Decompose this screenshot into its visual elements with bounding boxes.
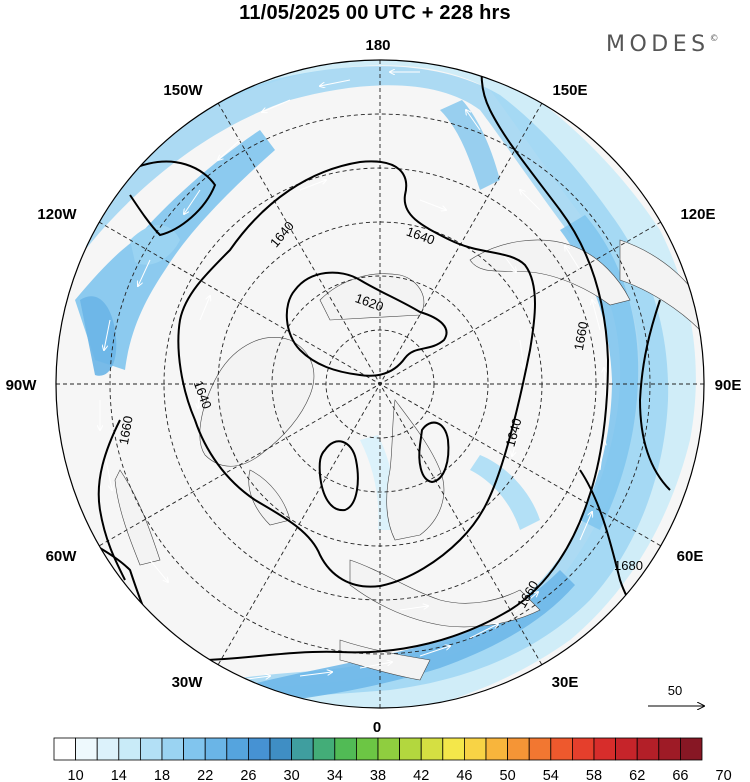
colorbar-swatch xyxy=(161,737,185,761)
colorbar-swatch xyxy=(420,737,444,761)
lon-label-30e: 30E xyxy=(552,674,579,691)
colorbar-swatch xyxy=(572,737,595,761)
coastlines xyxy=(114,239,701,681)
colorbar-swatch xyxy=(680,737,703,761)
colorbar-swatch xyxy=(118,737,141,761)
longitude-labels: 180 150E 120E 90E 60E 30E 0 30W 60W 90W … xyxy=(6,37,742,736)
colorbar-tick-label: 54 xyxy=(543,768,559,782)
colorbar-tick-label: 58 xyxy=(586,768,602,782)
map-title: 11/05/2025 00 UTC + 228 hrs xyxy=(239,2,511,24)
colorbar-swatch xyxy=(507,737,530,761)
colorbar-swatch xyxy=(550,737,573,761)
lon-label-150w: 150W xyxy=(163,82,203,99)
colorbar-swatch xyxy=(399,737,422,761)
colorbar: 10 14 18 22 26 30 34 38 42 46 50 54 58 62 66 70 xyxy=(53,737,732,782)
contour-label: 1680 xyxy=(614,558,643,573)
colorbar-tick-label: 50 xyxy=(500,768,516,782)
brand-logo: MODES© xyxy=(606,32,719,57)
graticule xyxy=(56,60,704,708)
colorbar-tick-label: 70 xyxy=(716,768,732,782)
colorbar-swatch xyxy=(377,737,401,761)
colorbar-swatch xyxy=(247,737,271,761)
copyright-mark: © xyxy=(709,34,719,44)
map-border xyxy=(55,59,705,709)
colorbar-swatch xyxy=(593,737,617,761)
contour-label: 1660 xyxy=(116,415,136,446)
colorbar-swatch xyxy=(53,737,77,761)
colorbar-swatch xyxy=(204,737,228,761)
colorbar-swatch xyxy=(139,737,163,761)
colorbar-tick-label: 30 xyxy=(284,768,300,782)
colorbar-swatch xyxy=(291,737,314,761)
reference-vector-label: 50 xyxy=(668,683,682,698)
colorbar-tick-label: 22 xyxy=(197,768,213,782)
contour-label: 1640 xyxy=(503,417,525,449)
colorbar-swatch xyxy=(485,737,509,761)
lon-label-90e: 90E xyxy=(715,377,742,394)
colorbar-swatch xyxy=(355,737,379,761)
colorbar-tick-label: 26 xyxy=(240,768,256,782)
colorbar-tick-label: 66 xyxy=(672,768,688,782)
wind-vectors xyxy=(100,72,606,681)
colorbar-swatch xyxy=(442,737,465,761)
lon-label-120e: 120E xyxy=(680,206,715,223)
lon-label-60w: 60W xyxy=(46,548,78,565)
colorbar-swatch xyxy=(226,737,249,761)
colorbar-tick-label: 46 xyxy=(456,768,472,782)
colorbar-tick-label: 18 xyxy=(154,768,170,782)
lon-label-0: 0 xyxy=(373,719,381,736)
lon-label-30w: 30W xyxy=(172,674,204,691)
colorbar-swatch xyxy=(658,737,681,761)
colorbar-tick-label: 42 xyxy=(413,768,429,782)
colorbar-swatch xyxy=(463,737,487,761)
colorbar-swatch xyxy=(183,737,206,761)
colorbar-swatch xyxy=(96,737,120,761)
colorbar-swatch xyxy=(312,737,336,761)
lon-label-120w: 120W xyxy=(37,206,77,223)
colorbar-swatch xyxy=(615,737,638,761)
contour-label: 1660 xyxy=(571,320,591,351)
brand-name: MODES xyxy=(606,32,710,57)
reference-vector: 50 xyxy=(648,683,704,706)
colorbar-swatch xyxy=(75,737,98,761)
colorbar-tick-label: 38 xyxy=(370,768,386,782)
colorbar-tick-label: 14 xyxy=(111,768,127,782)
colorbar-tick-label: 10 xyxy=(68,768,84,782)
lon-label-90w: 90W xyxy=(6,377,38,394)
lon-label-150e: 150E xyxy=(552,82,587,99)
colorbar-swatch xyxy=(269,737,293,761)
colorbar-swatch xyxy=(528,737,552,761)
lon-label-60e: 60E xyxy=(677,548,704,565)
colorbar-tick-label: 62 xyxy=(629,768,645,782)
colorbar-swatch xyxy=(334,737,357,761)
lon-label-180: 180 xyxy=(365,37,390,54)
colorbar-tick-label: 34 xyxy=(327,768,343,782)
colorbar-swatch xyxy=(636,737,660,761)
